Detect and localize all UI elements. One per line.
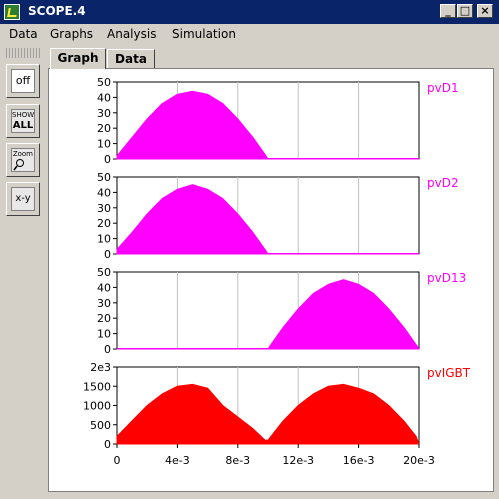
series-area-pvD2 [116,184,419,255]
zoom-label: Zoom [12,150,33,158]
y-tick-label-1-0: 50 [97,171,111,184]
y-tick-label-1-1: 40 [97,186,111,199]
close-button[interactable]: × [477,4,493,18]
y-tick-label-2-5: 0 [104,343,111,356]
y-tick-label-1-5: 0 [104,248,111,261]
title-bar[interactable]: SCOPE.4 _ □ × [0,0,499,24]
xy-icon: x-y [11,187,35,211]
xy-button[interactable]: x-y [6,182,40,216]
y-tick-label-3-0: 2e3 [90,361,111,374]
y-tick-label-2-0: 50 [97,266,111,279]
legend-pvD13: pvD13 [427,271,466,285]
y-tick-label-0-4: 10 [97,138,111,151]
y-tick-label-0-0: 50 [97,76,111,89]
toolbar-grip[interactable] [6,48,42,58]
x-tick-label-3: 12e-3 [282,454,314,467]
menu-simulation[interactable]: Simulation [172,27,236,41]
tab-data[interactable]: Data [107,49,155,69]
x-tick-label-1: 4e-3 [165,454,190,467]
y-tick-label-0-2: 30 [97,107,111,120]
show-all-icon: SHOW ALL [11,109,35,133]
legend-pvD2: pvD2 [427,176,459,190]
y-tick-label-3-2: 1000 [83,400,111,413]
series-area-pvIGBT [116,383,420,445]
y-tick-label-2-2: 30 [97,297,111,310]
y-tick-label-1-4: 10 [97,233,111,246]
y-tick-label-0-3: 20 [97,122,111,135]
x-tick-label-4: 16e-3 [343,454,375,467]
legend-pvD1: pvD1 [427,81,459,95]
series-area-pvD1 [116,90,419,160]
magnifier-icon [13,159,24,171]
show-all-top-label: SHOW [12,111,35,119]
legend-pvIGBT: pvIGBT [427,366,471,380]
tab-graph[interactable]: Graph [50,48,106,69]
minimize-button[interactable]: _ [440,4,456,18]
app-icon [4,4,20,20]
zoom-button[interactable]: Zoom [6,143,40,177]
show-all-bottom-label: ALL [12,120,34,131]
series-area-pvD13 [117,279,420,350]
window-title: SCOPE.4 [28,4,86,18]
graph-panel: 50 40 30 20 10 0 pvD1 50 40 30 20 10 0 pvD2 50 40 30 20 10… [48,68,494,492]
y-tick-label-3-1: 1500 [83,380,111,393]
menu-graphs[interactable]: Graphs [50,27,94,41]
xy-label: x-y [15,193,31,204]
maximize-button[interactable]: □ [457,4,473,18]
y-tick-label-2-4: 10 [97,328,111,341]
x-tick-label-2: 8e-3 [225,454,250,467]
x-tick-label-5: 20e-3 [403,454,435,467]
scope-charts: 50 40 30 20 10 0 pvD1 50 40 30 20 10 0 pvD2 50 40 30 20 10… [83,76,471,467]
y-tick-label-3-3: 500 [90,419,111,432]
x-tick-label-0: 0 [114,454,121,467]
y-tick-label-1-3: 20 [97,217,111,230]
y-tick-label-0-5: 0 [104,153,111,166]
show-all-button[interactable]: SHOW ALL [6,104,40,138]
menu-data[interactable]: Data [9,27,38,41]
menu-analysis[interactable]: Analysis [107,27,157,41]
off-label: off [11,69,35,93]
zoom-icon: Zoom [11,148,35,172]
y-tick-label-2-3: 20 [97,312,111,325]
y-tick-label-0-1: 40 [97,91,111,104]
y-tick-label-1-2: 30 [97,202,111,215]
y-tick-label-2-1: 40 [97,281,111,294]
menu-bar: Data Graphs Analysis Simulation [0,24,499,44]
y-tick-label-3-4: 0 [104,438,111,451]
off-button[interactable]: off [6,64,40,98]
